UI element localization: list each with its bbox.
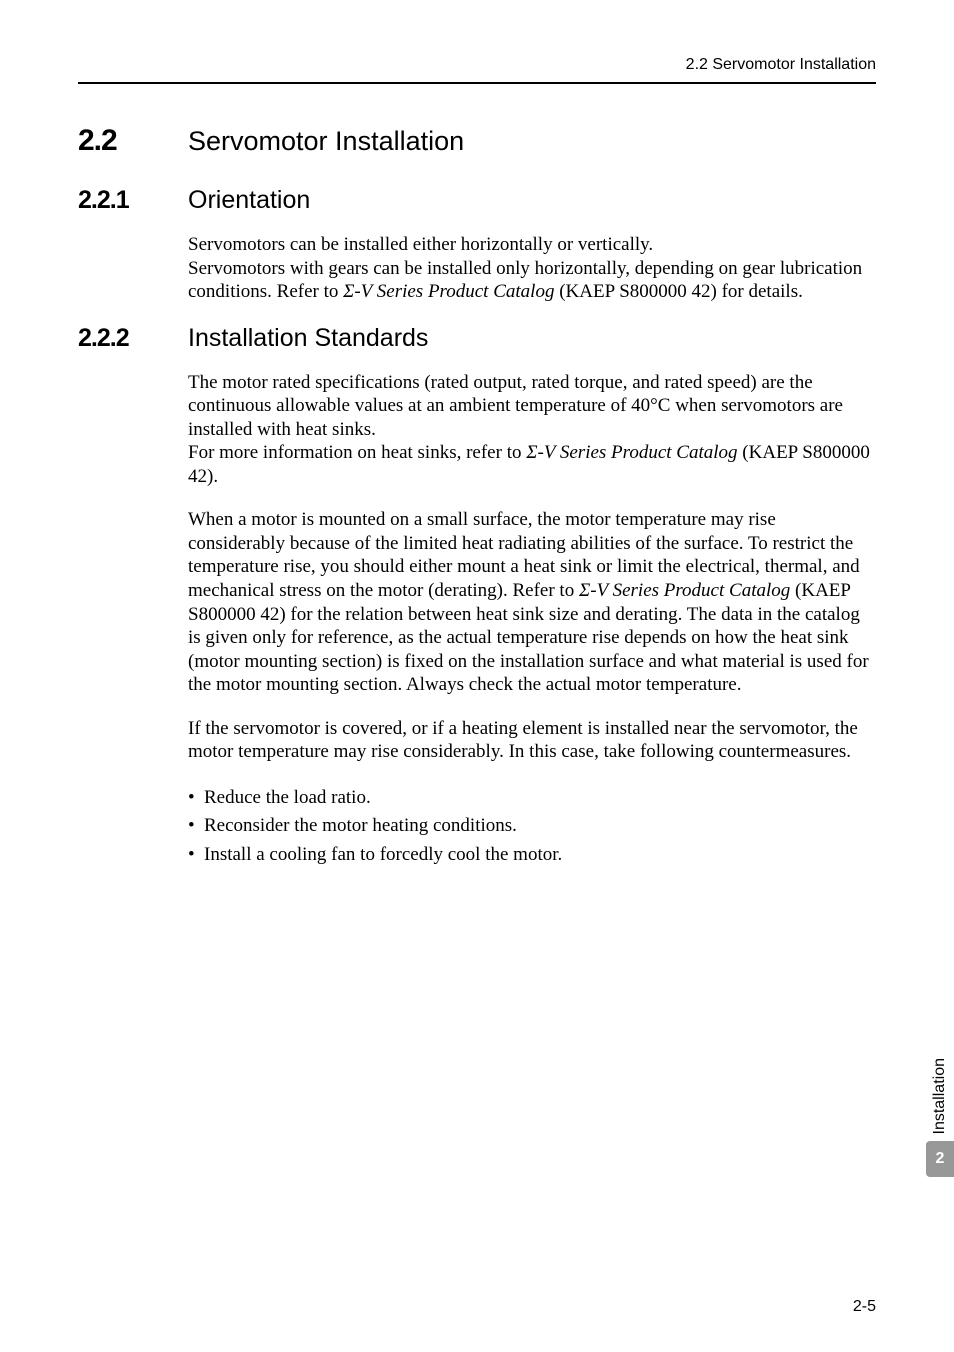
list-item: Reconsider the motor heating conditions. bbox=[188, 812, 876, 841]
orientation-body: Servomotors can be installed either hori… bbox=[188, 233, 876, 304]
section-2-2-2-heading: 2.2.2 Installation Standards bbox=[78, 324, 876, 353]
section-number: 2.2 bbox=[78, 124, 188, 158]
chapter-tab: Installation 2 bbox=[926, 1058, 954, 1177]
paragraph: Servomotors with gears can be installed … bbox=[188, 257, 876, 304]
chapter-tab-number: 2 bbox=[926, 1141, 954, 1177]
page-number: 2-5 bbox=[853, 1298, 876, 1316]
standards-body-3: If the servomotor is covered, or if a he… bbox=[188, 717, 876, 764]
subsection-number: 2.2.1 bbox=[78, 186, 188, 215]
paragraph: The motor rated specifications (rated ou… bbox=[188, 371, 876, 442]
standards-body-2: When a motor is mounted on a small surfa… bbox=[188, 508, 876, 696]
countermeasures-list: Reduce the load ratio. Reconsider the mo… bbox=[188, 784, 876, 870]
section-2-2-1-heading: 2.2.1 Orientation bbox=[78, 186, 876, 215]
standards-body-1: The motor rated specifications (rated ou… bbox=[188, 371, 876, 489]
catalog-reference: Σ-V Series Product Catalog bbox=[526, 442, 737, 463]
paragraph: For more information on heat sinks, refe… bbox=[188, 441, 876, 488]
subsection-title: Installation Standards bbox=[188, 324, 428, 353]
section-2-2-heading: 2.2 Servomotor Installation bbox=[78, 124, 876, 158]
catalog-reference: Σ-V Series Product Catalog bbox=[343, 281, 554, 302]
text: For more information on heat sinks, refe… bbox=[188, 442, 526, 463]
running-header: 2.2 Servomotor Installation bbox=[78, 56, 876, 84]
text: (KAEP S800000 42) for details. bbox=[554, 281, 802, 302]
chapter-tab-label: Installation bbox=[931, 1058, 949, 1135]
page: 2.2 Servomotor Installation 2.2 Servomot… bbox=[0, 0, 954, 1352]
paragraph: Servomotors can be installed either hori… bbox=[188, 233, 876, 257]
subsection-number: 2.2.2 bbox=[78, 324, 188, 353]
paragraph: If the servomotor is covered, or if a he… bbox=[188, 717, 876, 764]
list-item: Reduce the load ratio. bbox=[188, 784, 876, 813]
paragraph: When a motor is mounted on a small surfa… bbox=[188, 508, 876, 696]
catalog-reference: Σ-V Series Product Catalog bbox=[579, 580, 790, 601]
list-item: Install a cooling fan to forcedly cool t… bbox=[188, 841, 876, 870]
section-title: Servomotor Installation bbox=[188, 126, 464, 157]
subsection-title: Orientation bbox=[188, 186, 310, 215]
